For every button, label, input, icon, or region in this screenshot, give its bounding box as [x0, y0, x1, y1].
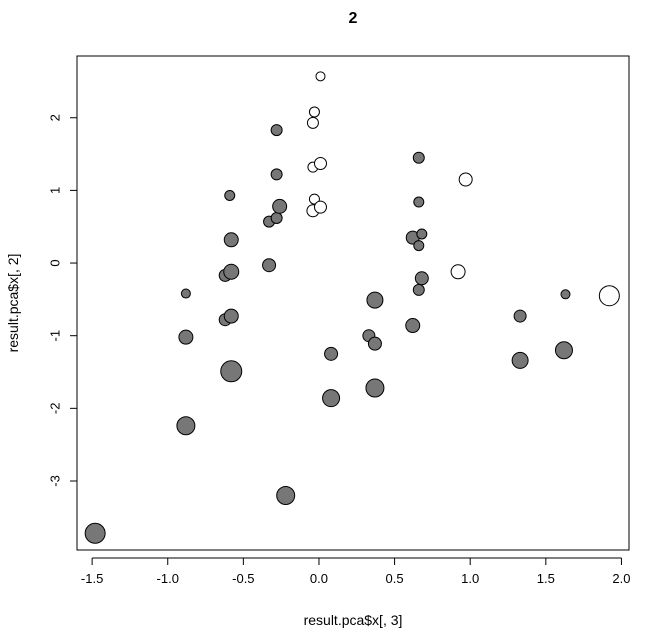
data-point: [220, 360, 243, 383]
data-point: [223, 232, 239, 248]
data-point: [313, 157, 327, 171]
x-tick-label: 0.0: [310, 571, 328, 586]
x-axis: -1.5 -1.0 -0.5 0.0 0.5 1.0 1.5 2.0: [81, 557, 630, 586]
data-point: [324, 346, 339, 361]
data-point: [270, 124, 283, 137]
data-point: [176, 416, 196, 436]
data-point: [366, 291, 384, 309]
data-point: [414, 271, 429, 286]
data-point: [315, 71, 326, 82]
data-point: [224, 189, 236, 201]
x-tick-label: 1.5: [537, 571, 555, 586]
data-point: [276, 486, 296, 506]
data-point: [306, 116, 319, 129]
y-tick-label: 1: [48, 187, 63, 194]
data-point: [513, 309, 527, 323]
y-tick-label: 0: [48, 259, 63, 266]
data-point: [313, 200, 327, 214]
x-tick-label: -1.0: [157, 571, 179, 586]
y-tick-label: -1: [48, 330, 63, 342]
data-point: [272, 198, 288, 214]
x-tick-label: -0.5: [232, 571, 254, 586]
data-point: [413, 240, 425, 252]
data-point: [270, 168, 283, 181]
data-point: [180, 288, 191, 299]
y-tick-label: -3: [48, 475, 63, 487]
data-point: [458, 172, 473, 187]
data-point: [262, 258, 277, 273]
data-point: [560, 289, 571, 300]
chart-title: 2: [349, 10, 358, 27]
data-point: [598, 285, 620, 307]
y-axis: -3 -2 -1 0 1 2: [48, 114, 78, 487]
x-axis-label: result.pca$x[, 3]: [304, 612, 403, 628]
data-point: [450, 264, 466, 280]
plot-area: [76, 55, 630, 551]
data-point: [367, 336, 382, 351]
x-tick-label: -1.5: [81, 571, 103, 586]
y-tick-label: 2: [48, 114, 63, 121]
data-point: [416, 228, 428, 240]
data-point: [322, 389, 341, 408]
data-point: [178, 329, 194, 345]
data-point: [84, 522, 106, 544]
x-tick-label: 1.0: [461, 571, 479, 586]
y-axis-label: result.pca$x[, 2]: [5, 254, 21, 353]
data-point: [405, 318, 421, 334]
data-point: [308, 193, 320, 205]
data-point: [412, 283, 425, 296]
data-point: [412, 151, 425, 164]
data-point: [223, 308, 239, 324]
data-point: [365, 378, 385, 398]
data-point: [270, 212, 283, 225]
data-point: [308, 106, 320, 118]
x-tick-label: 2.0: [612, 571, 630, 586]
data-points: [84, 71, 620, 544]
data-point: [511, 351, 529, 369]
data-point: [223, 263, 240, 280]
data-point: [554, 341, 573, 360]
x-tick-label: 0.5: [386, 571, 404, 586]
y-tick-label: -2: [48, 403, 63, 415]
data-point: [413, 196, 425, 208]
